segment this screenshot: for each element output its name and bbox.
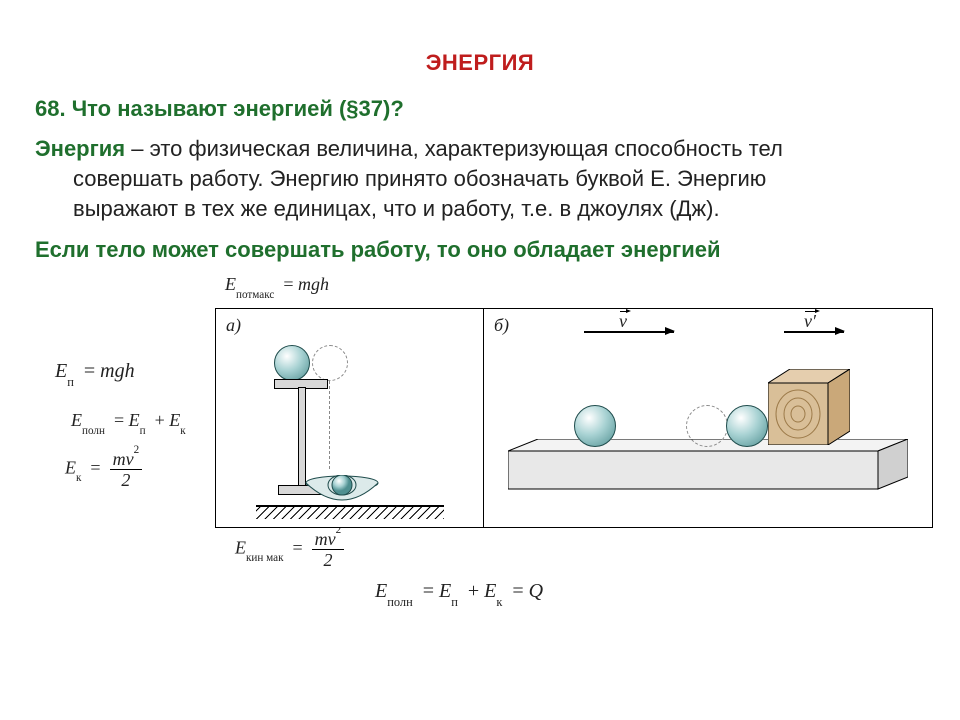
formula-top: Eпотмакс = mgh [225, 274, 329, 298]
definition-line3: выражают в тех же единицах, что и работу… [35, 194, 925, 224]
formula-ep-rhs: mgh [100, 360, 134, 382]
formula-top-sub: потмакс [236, 289, 274, 301]
page: ЭНЕРГИЯ 68. Что называют энергией (§37)?… [0, 0, 960, 720]
panel-a-label: а) [226, 315, 241, 336]
formula-top-rhs: mgh [298, 274, 329, 294]
wood-block-icon [768, 369, 850, 445]
formula-full-q-a: п [451, 595, 458, 609]
formula-ekinmax-num: mv [315, 529, 336, 549]
diagram-area: Eпотмакс = mgh Eп = mgh Eполн = Eп + Eк … [55, 280, 935, 620]
figure-panel-a: а) [215, 308, 485, 528]
formula-ek-sub: к [76, 472, 81, 484]
slab-icon [508, 439, 908, 494]
formula-ekinmax: Eкин мак = mv2 2 [235, 530, 344, 569]
formula-ek: Eк = mv2 2 [65, 450, 142, 489]
formula-ek-sup: 2 [134, 444, 140, 456]
formula-full-q-sub: полн [387, 595, 412, 609]
formula-ep: Eп = mgh [55, 360, 135, 386]
formula-full-q: Eполн = Eп + Eк = Q [375, 580, 543, 606]
panel-b-label: б) [494, 315, 509, 336]
ball-ghost-icon [312, 345, 348, 381]
formula-full-q-tail: Q [529, 580, 543, 602]
formula-ek-den: 2 [110, 470, 143, 489]
velocity-label-1: v [619, 311, 627, 332]
velocity-label-2: v′ [804, 311, 816, 332]
velocity-label-2-text: v′ [804, 311, 816, 332]
definition-paragraph: Энергия – это физическая величина, харак… [35, 134, 925, 225]
floor-hatch-icon [256, 507, 444, 519]
definition-line2: совершать работу. Энергию принято обозна… [35, 164, 925, 194]
formula-ekinmax-den: 2 [312, 550, 345, 569]
conclusion-line: Если тело может совершать работу, то оно… [35, 235, 925, 265]
formula-efull: Eполн = Eп + Eк [71, 410, 186, 434]
formula-ekinmax-sub: кин мак [246, 552, 284, 564]
formula-ep-sub: п [67, 375, 74, 389]
definition-line1: это физическая величина, характеризующая… [150, 136, 783, 161]
definition-dash: – [125, 136, 149, 161]
formula-efull-b: к [180, 425, 185, 437]
formula-efull-a: п [140, 425, 146, 437]
velocity-arrow-1-icon [584, 331, 674, 333]
stand-post-icon [298, 387, 306, 489]
ball-on-stand-icon [274, 345, 310, 381]
definition-lead: Энергия [35, 136, 125, 161]
bowl-icon [302, 475, 382, 505]
drop-trajectory-icon [329, 381, 330, 469]
formula-full-q-b: к [496, 595, 502, 609]
velocity-label-1-text: v [619, 311, 627, 332]
question-line: 68. Что называют энергией (§37)? [35, 94, 925, 124]
page-title: ЭНЕРГИЯ [35, 50, 925, 76]
figure-panel-b: б) v v′ [483, 308, 933, 528]
formula-ek-num: mv [113, 449, 134, 469]
formula-efull-sub: полн [82, 425, 105, 437]
